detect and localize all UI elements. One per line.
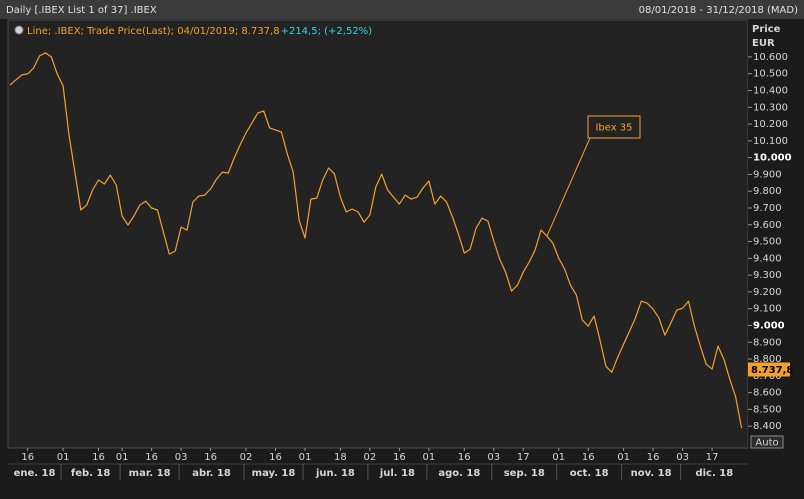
- y-tick-label: 10.400: [753, 85, 788, 96]
- month-label: feb. 18: [71, 468, 111, 479]
- x-tick-label: 16: [92, 452, 105, 463]
- month-label: abr. 18: [192, 468, 231, 479]
- legend-icon[interactable]: [14, 25, 24, 35]
- y-tick-label: 10.300: [753, 102, 788, 113]
- x-tick-label: 16: [145, 452, 158, 463]
- x-tick-label: 17: [706, 452, 719, 463]
- y-tick-label: 10.600: [753, 52, 788, 63]
- y-tick-label: 9.100: [753, 304, 782, 315]
- x-tick-label: 01: [617, 452, 630, 463]
- y-tick-label: 9.600: [753, 220, 782, 231]
- y-tick-label: 9.500: [753, 237, 782, 248]
- x-tick-label: 02: [240, 452, 253, 463]
- x-tick-label: 16: [269, 452, 282, 463]
- last-value-label: 8.737,8: [751, 365, 793, 376]
- y-tick-label: 9.200: [753, 287, 782, 298]
- month-label: nov. 18: [631, 468, 672, 479]
- x-tick-label: 16: [21, 452, 34, 463]
- x-tick-label: 17: [517, 452, 530, 463]
- x-tick-label: 16: [647, 452, 660, 463]
- y-tick-label: 10.200: [753, 119, 788, 130]
- y-tick-label: 9.700: [753, 203, 782, 214]
- price-line: [9, 52, 743, 429]
- auto-label[interactable]: Auto: [755, 438, 778, 449]
- auto-button[interactable]: [750, 435, 784, 449]
- x-tick-label: 16: [582, 452, 595, 463]
- x-tick-label: 16: [204, 452, 217, 463]
- y-tick-label: 8.800: [753, 354, 782, 365]
- header-title: Daily [.IBEX List 1 of 37] .IBEX: [6, 5, 157, 16]
- x-tick-label: 01: [552, 452, 565, 463]
- x-tick-label: 02: [364, 452, 377, 463]
- month-label: ene. 18: [14, 468, 56, 479]
- x-tick-label: 01: [299, 452, 312, 463]
- y-tick-label: 8.600: [753, 388, 782, 399]
- month-label: sep. 18: [504, 468, 545, 479]
- month-label: jul. 18: [379, 468, 415, 479]
- month-label: oct. 18: [570, 468, 609, 479]
- x-tick-label: 01: [57, 452, 70, 463]
- y-tick-label: 9.800: [753, 186, 782, 197]
- month-label: jun. 18: [315, 468, 355, 479]
- x-tick-label: 16: [458, 452, 471, 463]
- y-tick-label: 8.900: [753, 337, 782, 348]
- x-tick-label: 16: [393, 452, 406, 463]
- y-tick-label: 9.400: [753, 253, 782, 264]
- header-range: 08/01/2018 - 31/12/2018 (MAD): [639, 5, 798, 16]
- y-axis-label: Price: [752, 24, 781, 35]
- header-bar: [0, 0, 804, 19]
- plot-area: [7, 19, 749, 449]
- annotation-leader: [546, 137, 591, 237]
- y-tick-label: 9.000: [753, 320, 785, 331]
- legend-text: Line; .IBEX; Trade Price(Last); 04/01/20…: [27, 26, 280, 37]
- month-label: ago. 18: [438, 468, 480, 479]
- y-tick-label: 9.900: [753, 169, 782, 180]
- y-tick-label: 10.100: [753, 136, 788, 147]
- month-label: dic. 18: [695, 468, 733, 479]
- y-tick-label: 10.500: [753, 69, 788, 80]
- annotation-box: [587, 115, 641, 139]
- month-label: may. 18: [252, 468, 296, 479]
- y-tick-label: 10.000: [753, 153, 792, 164]
- x-tick-label: 01: [116, 452, 129, 463]
- y-tick-label: 8.500: [753, 404, 782, 415]
- x-tick-label: 18: [334, 452, 347, 463]
- y-tick-label: 9.300: [753, 270, 782, 281]
- annotation-text: Ibex 35: [595, 123, 632, 134]
- x-tick-label: 03: [487, 452, 500, 463]
- x-tick-label: 03: [676, 452, 689, 463]
- y-tick-label: 8.400: [753, 421, 782, 432]
- last-value-box: [748, 362, 790, 377]
- month-label: mar. 18: [129, 468, 171, 479]
- x-tick-label: 03: [175, 452, 188, 463]
- y-axis-unit: EUR: [752, 38, 775, 49]
- y-axis-area: [748, 20, 804, 448]
- legend-change: +214,5; (+2,52%): [281, 26, 373, 37]
- x-tick-label: 01: [423, 452, 436, 463]
